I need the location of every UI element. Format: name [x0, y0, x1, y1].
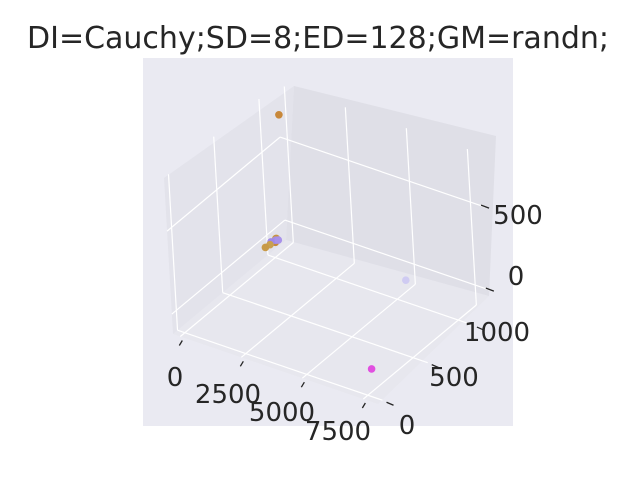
scatter-point	[402, 276, 410, 285]
grid-line-y-left	[213, 136, 224, 293]
grid-line-y-floor	[267, 254, 474, 326]
x-tick-mark	[239, 360, 244, 367]
grid-line-y-left	[167, 174, 179, 331]
grid-line-y-floor	[222, 292, 428, 364]
z-tick-label-0: 0	[508, 262, 525, 292]
x-tick-label-2500: 2500	[195, 380, 261, 410]
scatter-point	[261, 243, 270, 252]
x-tick-label-7500: 7500	[305, 417, 371, 447]
y-tick-mark	[431, 364, 439, 369]
grid-line-z-back	[284, 219, 491, 291]
grid-line-x-back	[466, 148, 477, 306]
grid-lines	[166, 86, 491, 401]
y-tick-label-500: 500	[429, 363, 479, 393]
pane-back-wall	[286, 86, 496, 296]
chart-title: DI=Cauchy;SD=8;ED=128;GM=randn;	[27, 21, 609, 56]
y-tick-mark	[386, 401, 394, 406]
grid-line-x-floor	[240, 262, 355, 358]
grid-line-x-floor	[362, 304, 477, 400]
grid-line-x-back	[283, 86, 294, 243]
grid-line-z-back	[279, 136, 486, 208]
x-tick-mark	[300, 381, 305, 388]
z-tick-mark	[485, 287, 495, 292]
scatter-point	[274, 236, 283, 244]
y-tick-label-1000: 1000	[464, 318, 530, 348]
scatter-point	[275, 111, 283, 119]
x-tick-label-5000: 5000	[249, 398, 315, 428]
grid-line-y-floor	[177, 329, 383, 401]
grid-line-y-left	[258, 99, 269, 256]
tick-marks	[178, 204, 495, 409]
z-tick-mark	[480, 204, 490, 209]
x-tick-label-0: 0	[167, 363, 184, 393]
y-tick-mark	[476, 326, 485, 331]
data-points	[261, 111, 410, 373]
y-tick-label-0: 0	[399, 411, 416, 441]
pane-floor	[173, 240, 489, 404]
grid-line-x-back	[405, 128, 416, 285]
grid-line-x-floor	[179, 242, 294, 337]
grid-line-x-back	[344, 107, 355, 264]
grid-line-z-left	[171, 219, 286, 315]
grid-line-x-floor	[301, 283, 416, 379]
z-tick-label-500: 500	[493, 201, 543, 231]
x-tick-mark	[178, 340, 183, 346]
grid-line-z-left	[166, 136, 281, 232]
scatter-point	[367, 365, 376, 373]
x-tick-mark	[361, 402, 366, 409]
